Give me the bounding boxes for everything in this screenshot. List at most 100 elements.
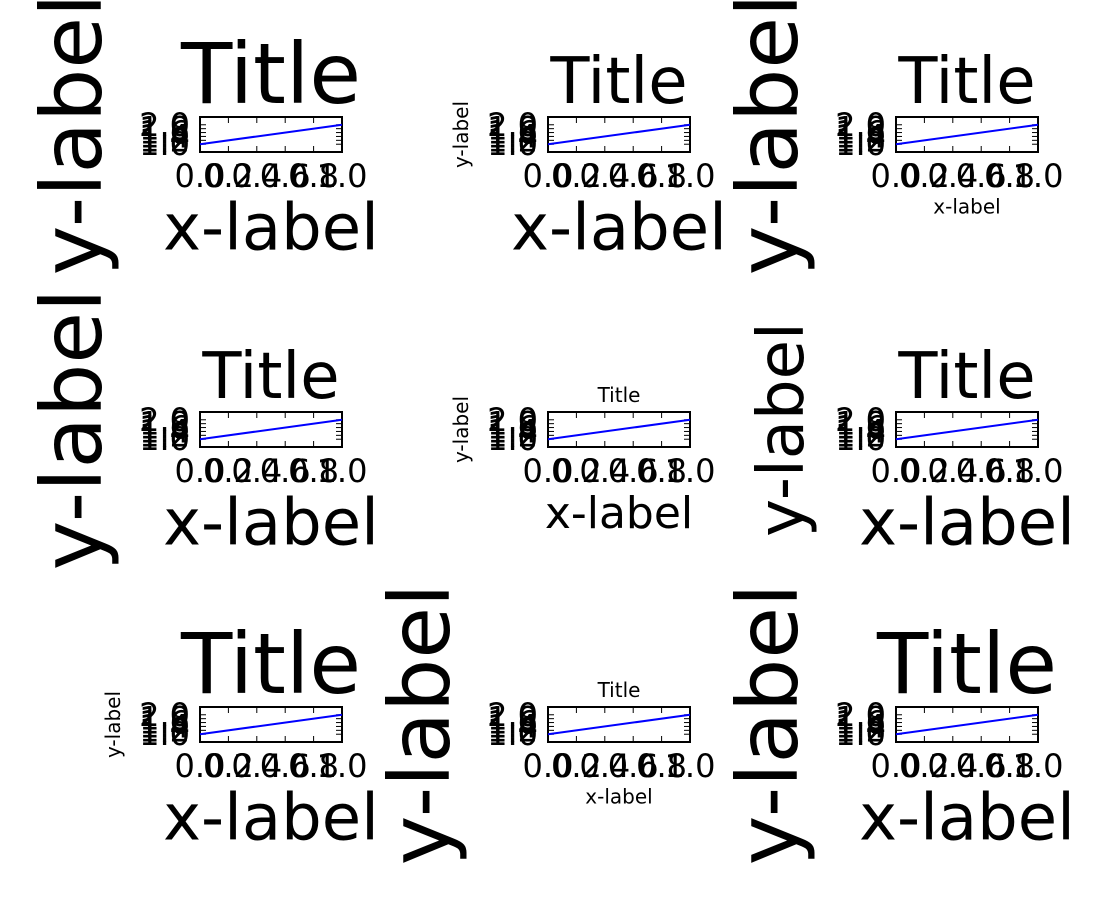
subplot-4: 0.00.20.40.60.81.01.01.21.41.61.82.0Titl… [23,289,379,571]
y-tick-label: 1.8 [139,405,190,443]
y-tick-label: 2.0 [139,696,190,734]
x-tick-label: 0.0 [871,157,922,195]
x-tick-label: 0.8 [636,157,687,195]
y-tick-label: 1.8 [835,700,886,738]
x-tick-label: 0.4 [579,157,630,195]
axes-frame [199,411,343,448]
y-axis-label: y-label [449,101,473,168]
y-axis-label: y-label [101,691,125,758]
y-tick-label: 1.6 [835,704,886,742]
axes-frame [895,706,1039,743]
x-tick-label: 0.2 [203,747,254,785]
x-tick-label: 0.4 [231,747,282,785]
x-tick-label: 0.2 [203,157,254,195]
y-tick-label: 1.6 [487,114,538,152]
subplot-3: 0.00.20.40.60.81.01.01.21.41.61.82.0Titl… [719,0,1064,275]
y-tick-label: 1.0 [487,420,538,458]
series-line [199,418,343,441]
x-axis-label: x-label [859,781,1075,855]
y-tick-label: 1.4 [487,412,538,450]
x-tick-label: 1.0 [1013,747,1064,785]
x-tick-label: 1.0 [1013,157,1064,195]
x-axis-label: x-label [859,486,1075,560]
x-axis-label: x-label [163,191,379,265]
x-tick-label: 0.8 [984,157,1035,195]
x-tick-label: 0.6 [260,157,311,195]
y-axis-label: y-label [23,0,121,275]
x-tick-label: 0.6 [608,452,659,490]
x-tick-label: 0.8 [288,452,339,490]
x-tick-label: 0.4 [927,157,978,195]
x-tick-label: 0.0 [523,747,574,785]
axes-frame [547,411,691,448]
y-tick-label: 1.4 [139,412,190,450]
x-axis-label: x-label [933,194,1000,218]
x-tick-label: 1.0 [665,452,716,490]
x-tick-label: 0.6 [608,747,659,785]
y-tick-label: 1.8 [835,405,886,443]
y-tick-label: 1.2 [835,121,886,159]
x-tick-label: 0.0 [523,452,574,490]
y-tick-label: 1.2 [487,121,538,159]
y-tick-label: 1.6 [139,114,190,152]
x-tick-label: 0.2 [899,452,950,490]
y-tick-label: 2.0 [139,106,190,144]
y-tick-label: 1.2 [139,121,190,159]
x-tick-label: 1.0 [317,747,368,785]
x-tick-label: 1.0 [665,157,716,195]
x-tick-label: 0.4 [579,452,630,490]
x-axis-label: x-label [545,488,693,539]
series-line [547,418,691,441]
y-tick-label: 2.0 [487,401,538,439]
y-tick-label: 2.0 [139,401,190,439]
y-tick-label: 1.4 [835,117,886,155]
y-tick-label: 1.4 [139,707,190,745]
y-tick-label: 2.0 [487,106,538,144]
axes-title: Title [180,615,361,713]
x-axis-label: x-label [585,784,652,808]
y-tick-label: 1.6 [487,704,538,742]
y-tick-label: 1.2 [139,416,190,454]
series-line [895,418,1039,441]
x-tick-label: 1.0 [665,747,716,785]
axes-title: Title [597,383,641,407]
y-tick-label: 1.2 [487,416,538,454]
axes-title: Title [597,678,641,702]
y-tick-label: 1.4 [835,412,886,450]
x-tick-label: 0.8 [288,157,339,195]
subplot-2: 0.00.20.40.60.81.01.01.21.41.61.82.0Titl… [449,45,727,265]
x-tick-label: 1.0 [317,452,368,490]
subplot-6: 0.00.20.40.60.81.01.01.21.41.61.82.0Titl… [745,322,1075,560]
x-tick-label: 1.0 [1013,452,1064,490]
x-tick-label: 0.6 [608,157,659,195]
x-tick-label: 0.6 [260,747,311,785]
y-tick-label: 2.0 [487,696,538,734]
y-tick-label: 2.0 [835,696,886,734]
y-tick-label: 1.8 [487,405,538,443]
axes-frame [895,411,1039,448]
y-tick-label: 1.8 [139,700,190,738]
axes-frame [199,706,343,743]
x-tick-label: 0.8 [636,452,687,490]
axes-title: Title [897,45,1035,119]
y-tick-label: 1.4 [487,117,538,155]
axes-title: Title [201,340,339,414]
axes-frame [547,706,691,743]
y-tick-label: 1.8 [487,700,538,738]
series-line [547,713,691,736]
x-tick-label: 0.0 [175,157,226,195]
y-tick-label: 1.0 [835,715,886,753]
y-tick-label: 1.0 [835,125,886,163]
x-tick-label: 0.0 [523,157,574,195]
axes-frame [895,116,1039,153]
y-tick-label: 1.0 [139,420,190,458]
y-tick-label: 1.2 [835,416,886,454]
axes-frame [199,116,343,153]
axes-frame [547,116,691,153]
x-axis-label: x-label [511,191,727,265]
x-tick-label: 0.2 [203,452,254,490]
subplot-9: 0.00.20.40.60.81.01.01.21.41.61.82.0Titl… [719,584,1075,866]
y-tick-label: 2.0 [835,401,886,439]
y-tick-label: 2.0 [835,106,886,144]
series-line [895,123,1039,146]
